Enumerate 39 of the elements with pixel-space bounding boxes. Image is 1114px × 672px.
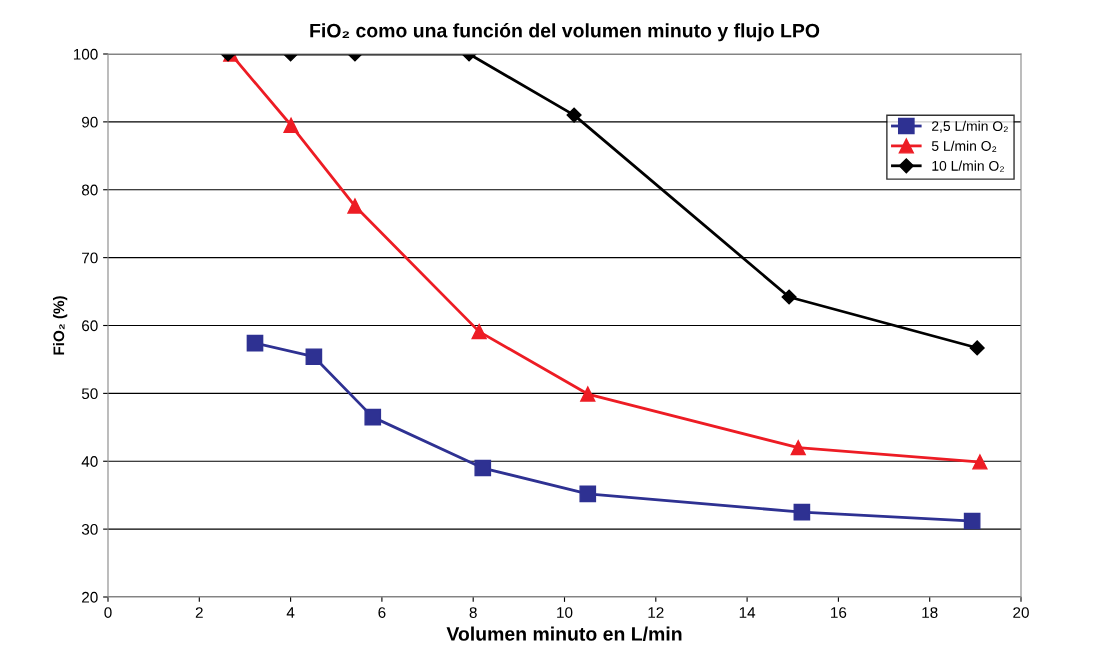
x-tick-label: 10 [557, 607, 573, 618]
y-tick-label: 40 [81, 456, 98, 467]
x-tick-label: 4 [286, 607, 295, 618]
point [963, 512, 981, 530]
x-tick-label: 6 [378, 607, 386, 618]
x-tick-label: 12 [648, 607, 664, 618]
x-tick-label: 8 [469, 607, 477, 618]
point [781, 289, 797, 305]
legend-label: 2,5 L/min O₂ [932, 120, 1008, 133]
point [579, 485, 597, 503]
legend-label: 5 L/min O₂ [931, 140, 997, 152]
chart-title: FiO₂ como una función del volumen minuto y flujo LPO [310, 23, 820, 42]
y-tick-label: 90 [82, 116, 98, 128]
legend-label: 10 L/min O₂ [932, 160, 1004, 172]
x-tick-label: 18 [922, 607, 938, 618]
point [793, 503, 811, 521]
point [471, 323, 487, 340]
y-tick-label: 60 [82, 320, 98, 332]
point [474, 459, 492, 477]
y-tick-label: 50 [81, 388, 98, 400]
y-axis-title: FiO₂ (%) [52, 296, 68, 355]
point [364, 408, 382, 426]
x-tick-label: 0 [104, 607, 112, 618]
y-tick-label: 70 [82, 252, 98, 264]
y-tick-label: 80 [81, 184, 98, 196]
x-tick-label: 2 [195, 607, 203, 618]
y-tick-label: 30 [81, 523, 98, 535]
point [972, 454, 988, 470]
point [580, 386, 596, 402]
point [969, 340, 985, 356]
x-tick-label: 14 [739, 607, 756, 618]
point [790, 440, 806, 456]
x-tick-label: 16 [831, 607, 847, 618]
x-axis-title: Volumen minuto en L/min [446, 626, 682, 641]
y-tick-label: 100 [73, 48, 98, 60]
point [305, 348, 323, 366]
y-tick-label: 20 [82, 591, 98, 603]
x-tick-label: 20 [1013, 607, 1029, 618]
point [246, 334, 264, 352]
